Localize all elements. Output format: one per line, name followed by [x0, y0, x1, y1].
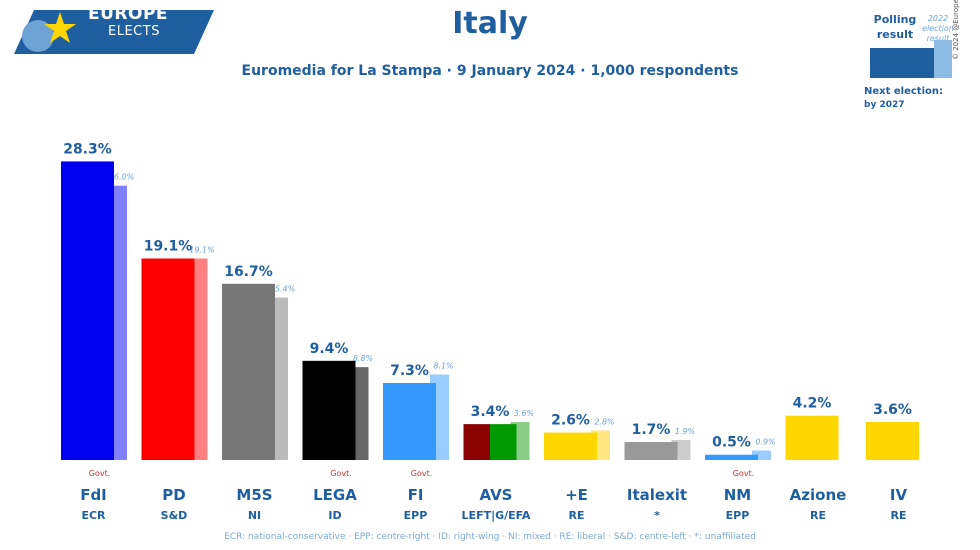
poll-label-italexit: 1.7%: [632, 422, 671, 438]
election-label-nm: 0.9%: [755, 438, 775, 447]
poll-bar-nm: [705, 454, 758, 460]
europe-elects-logo: [14, 10, 214, 54]
party-group-azione: RE: [810, 509, 826, 522]
party-name-m5s: M5S: [236, 486, 272, 504]
poll-label-nm: 0.5%: [712, 435, 751, 451]
party-name-fi: FI: [408, 486, 424, 504]
party-group-iv: RE: [891, 509, 907, 522]
election-label-pd: 19.1%: [189, 245, 214, 254]
next-election-value: by 2027: [864, 100, 905, 110]
poll-label-azione: 4.2%: [793, 396, 832, 412]
election-label-lega: 8.8%: [353, 354, 373, 363]
govt-label-fdi: Govt.: [89, 469, 111, 478]
party-group-nm: EPP: [726, 509, 750, 522]
poll-bar-lega: [302, 360, 356, 460]
party-group-italexit: *: [654, 509, 660, 522]
poll-label-fdi: 28.3%: [63, 141, 112, 157]
party-name-italexit: Italexit: [627, 486, 687, 504]
govt-label-fi: Govt.: [411, 469, 433, 478]
party-name-e: +E: [565, 486, 588, 504]
election-label-e: 2.8%: [594, 417, 614, 426]
party-group-pd: S&D: [161, 509, 188, 522]
poll-bar-azione: [785, 415, 839, 460]
poll-label-avs: 3.4%: [471, 404, 510, 420]
party-name-nm: NM: [724, 486, 751, 504]
party-name-azione: Azione: [790, 486, 847, 504]
election-bar-nm: [752, 450, 771, 460]
poll-bar-fdi: [61, 161, 114, 460]
party-name-lega: LEGA: [313, 486, 357, 504]
poll-label-fi: 7.3%: [390, 363, 429, 379]
election-label-fdi: 26.0%: [109, 173, 134, 182]
legend-polling-label: Polling result: [873, 13, 917, 41]
party-group-m5s: NI: [248, 509, 261, 522]
election-label-avs: 3.6%: [514, 409, 534, 418]
party-name-avs: AVS: [479, 486, 512, 504]
election-label-italexit: 1.9%: [675, 427, 695, 436]
election-label-fi: 8.1%: [433, 362, 453, 371]
party-group-lega: ID: [328, 509, 341, 522]
logo-text-europe: EUROPE: [88, 4, 169, 24]
poll-bar-italexit: [624, 442, 678, 460]
poll-label-lega: 9.4%: [310, 341, 349, 357]
poll-bar-iv: [866, 422, 919, 460]
party-name-iv: IV: [890, 486, 908, 504]
page-title: Italy: [452, 6, 528, 41]
poll-label-iv: 3.6%: [873, 402, 912, 418]
page-subtitle: Euromedia for La Stampa · 9 January 2024…: [241, 63, 739, 79]
election-label-m5s: 15.4%: [270, 285, 295, 294]
footnote: ECR: national-conservative · EPP: centre…: [224, 532, 756, 542]
party-name-pd: PD: [162, 486, 185, 504]
poll-bar-pd: [141, 258, 195, 460]
party-group-avs: LEFT|G/EFA: [462, 509, 531, 522]
poll-bar-avs-part1: [463, 424, 490, 460]
poll-label-e: 2.6%: [551, 413, 590, 429]
poll-label-pd: 19.1%: [144, 238, 193, 254]
govt-label-nm: Govt.: [733, 469, 755, 478]
party-group-fdi: ECR: [81, 509, 106, 522]
govt-label-lega: Govt.: [330, 469, 352, 478]
legend-election-swatch: [934, 40, 952, 78]
party-name-fdi: FdI: [80, 486, 107, 504]
poll-bar-e: [544, 432, 597, 460]
party-group-fi: EPP: [404, 509, 428, 522]
legend-election-label: 2022 election result: [922, 14, 954, 43]
legend-polling-swatch: [870, 48, 934, 78]
logo-text-elects: ELECTS: [108, 24, 160, 39]
poll-bar-fi: [383, 382, 436, 460]
poll-bar-avs-part2: [490, 424, 517, 460]
next-election-label: Next election:: [864, 86, 943, 97]
party-group-e: RE: [569, 509, 585, 522]
poll-bar-m5s: [222, 283, 275, 460]
poll-label-m5s: 16.7%: [224, 264, 273, 280]
